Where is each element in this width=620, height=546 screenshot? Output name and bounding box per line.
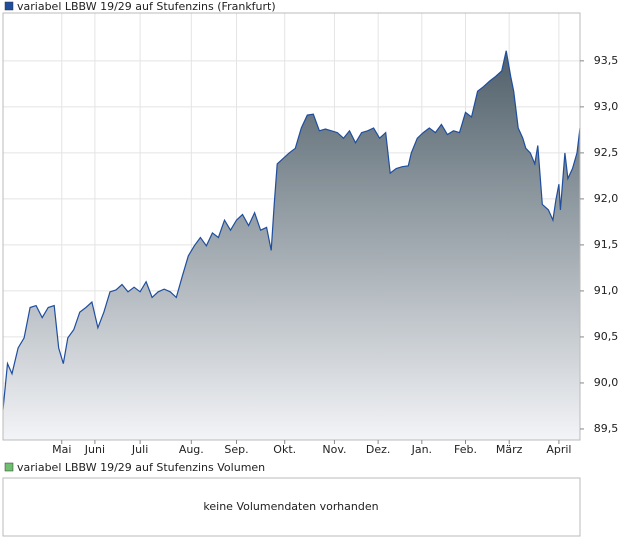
x-tick-label: Feb. xyxy=(454,443,477,456)
x-tick-label: März xyxy=(496,443,523,456)
y-tick-label: 91,0 xyxy=(594,284,619,297)
x-tick-label: Mai xyxy=(52,443,71,456)
x-tick-label: Juni xyxy=(84,443,105,456)
y-tick-label: 92,0 xyxy=(594,192,619,205)
x-tick-label: April xyxy=(546,443,571,456)
line xyxy=(2,50,581,410)
y-tick-label: 89,5 xyxy=(594,422,619,435)
legend-label: variabel LBBW 19/29 auf Stufenzins Volum… xyxy=(17,461,265,474)
volume-message: keine Volumendaten vorhanden xyxy=(203,500,378,513)
y-tick-label: 93,5 xyxy=(594,54,619,67)
x-tick-label: Dez. xyxy=(366,443,391,456)
y-tick-label: 90,0 xyxy=(594,376,619,389)
legend-swatch xyxy=(4,1,14,11)
legend-swatch xyxy=(4,462,14,472)
x-tick-label: Sep. xyxy=(224,443,248,456)
y-tick-label: 93,0 xyxy=(594,100,619,113)
area xyxy=(3,50,580,440)
y-tick-label: 92,5 xyxy=(594,146,619,159)
volume-panel xyxy=(2,477,581,537)
plot-border xyxy=(2,12,581,441)
plot-area xyxy=(2,13,581,440)
x-tick-label: Juli xyxy=(131,443,148,456)
y-tick-label: 91,5 xyxy=(594,238,619,251)
legend-label: variabel LBBW 19/29 auf Stufenzins (Fran… xyxy=(17,0,276,13)
y-tick-label: 90,5 xyxy=(594,330,619,343)
x-tick-label: Nov. xyxy=(322,443,346,456)
x-tick-label: Jan. xyxy=(411,443,432,456)
x-tick-label: Aug. xyxy=(179,443,204,456)
x-tick-label: Okt. xyxy=(273,443,296,456)
